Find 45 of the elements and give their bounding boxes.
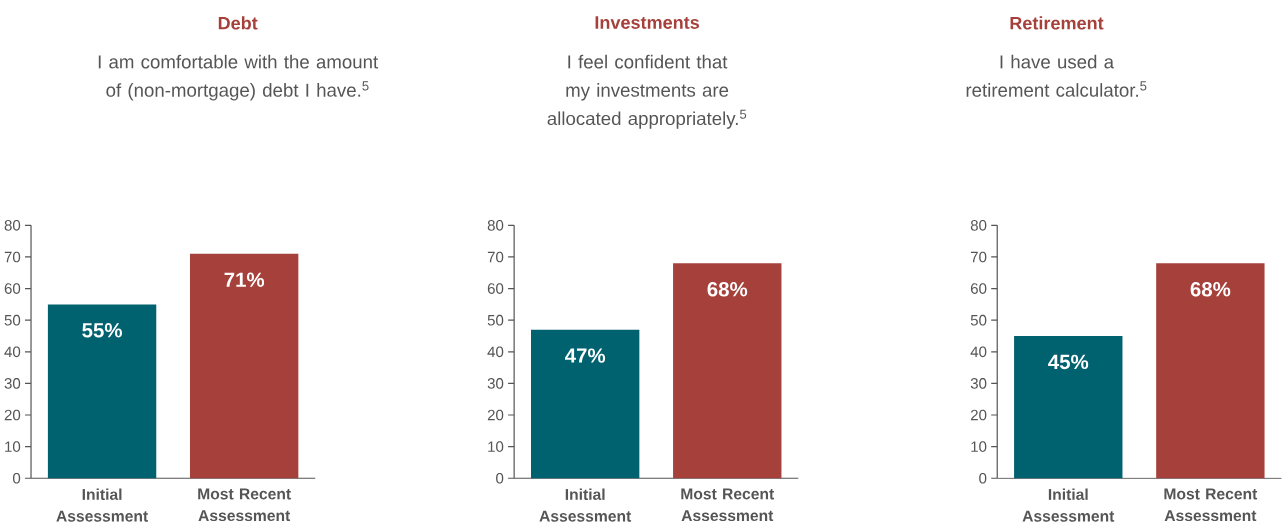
data-label: 45% — [1048, 354, 1089, 370]
x-tick-label: Initial Assessment — [1022, 488, 1115, 522]
data-label: 68% — [1190, 282, 1231, 297]
chart-subtitle: I have used a retirement calculator.$^{5}$ — [966, 54, 1147, 97]
data-label: 71% — [224, 272, 265, 288]
y-tick-label: 50 — [487, 315, 504, 326]
chart-subtitle: I feel confident that my investments are allocated appropriately.$^{5}$ — [547, 54, 747, 129]
data-label: 68% — [707, 282, 748, 297]
y-tick-label: 40 — [970, 346, 987, 358]
chart-subtitle: I am comfortable with the amount of (non-mortgage) debt I have.$^{5}$ — [98, 54, 379, 101]
y-tick-label: 10 — [5, 441, 21, 453]
y-tick-label: 10 — [971, 441, 987, 453]
y-tick-label: 20 — [970, 409, 987, 421]
y-tick-label: 30 — [4, 378, 21, 389]
y-tick-label: 60 — [970, 283, 987, 295]
y-tick-label: 70 — [4, 251, 21, 263]
y-tick-label: 0 — [979, 473, 987, 484]
y-tick-label: 10 — [488, 441, 504, 453]
x-tick-label: Most Recent Assessment — [1164, 488, 1258, 522]
data-label: 47% — [564, 348, 606, 363]
y-tick-label: 80 — [4, 220, 21, 231]
y-tick-label: 30 — [970, 378, 987, 389]
y-tick-label: 70 — [487, 251, 504, 263]
x-tick-label: Initial Assessment — [56, 488, 148, 522]
data-label: 55% — [82, 323, 123, 338]
y-tick-label: 60 — [4, 283, 21, 295]
y-tick-label: 80 — [970, 220, 987, 231]
y-tick-label: 20 — [4, 409, 21, 421]
chart-title: Debt — [218, 16, 258, 30]
y-tick-label: 70 — [970, 251, 987, 263]
y-tick-label: 40 — [487, 346, 504, 358]
chart-title: Retirement — [1010, 16, 1104, 30]
y-tick-label: 0 — [12, 473, 21, 484]
y-tick-label: 20 — [487, 409, 504, 421]
y-tick-label: 60 — [487, 283, 504, 295]
y-tick-label: 80 — [487, 220, 504, 231]
x-tick-label: Initial Assessment — [539, 488, 632, 522]
chart-title: Investments — [595, 16, 700, 30]
y-tick-label: 0 — [496, 473, 504, 484]
y-tick-label: 30 — [487, 378, 504, 389]
x-tick-label: Most Recent Assessment — [198, 488, 291, 522]
y-tick-label: 50 — [970, 315, 987, 326]
x-tick-label: Most Recent Assessment — [681, 488, 775, 522]
y-tick-label: 40 — [4, 346, 21, 358]
y-tick-label: 50 — [4, 315, 21, 326]
